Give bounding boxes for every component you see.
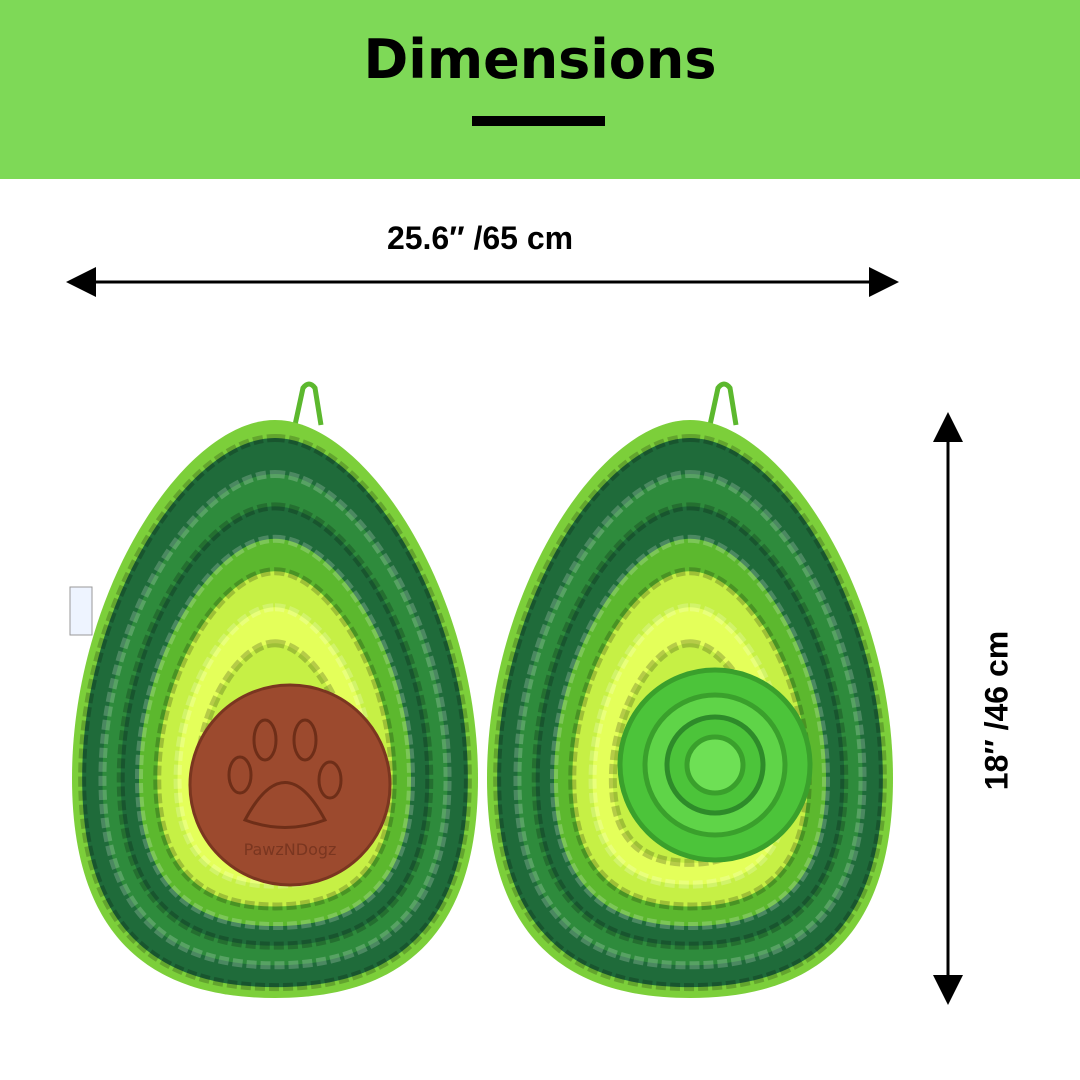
page-title: Dimensions xyxy=(363,28,717,91)
height-dimension-label: 18″ /46 cm xyxy=(978,630,1015,791)
hanging-loop xyxy=(292,381,324,426)
brand-tag xyxy=(69,586,93,636)
snuffle-mat-right-half xyxy=(487,381,893,998)
width-dimension-label: 25.6″ /65 cm xyxy=(386,220,574,256)
header-banner xyxy=(0,0,1080,179)
snuffle-mat-left-half: PawzNDogz xyxy=(69,381,478,998)
brand-logo: PawzNDogz xyxy=(244,840,337,859)
lick-pad xyxy=(188,683,392,887)
paw-print-icon xyxy=(227,718,343,829)
rose-fleece xyxy=(684,734,746,796)
title-underline xyxy=(472,116,605,126)
hanging-loop xyxy=(707,381,739,426)
